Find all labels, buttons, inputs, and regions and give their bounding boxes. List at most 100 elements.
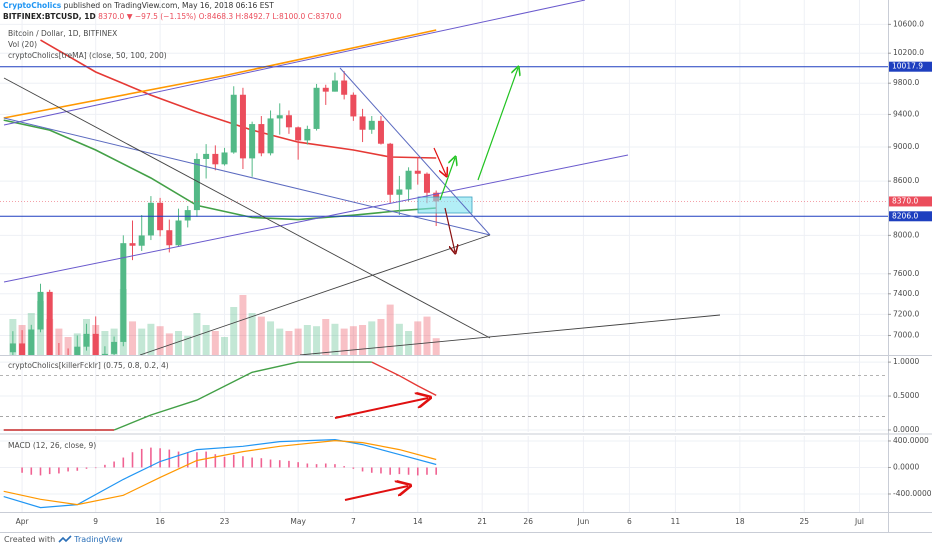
- volume-bar: [147, 323, 155, 355]
- histogram-bar: [407, 467, 410, 475]
- x-tick-label: Jun: [577, 517, 590, 526]
- volume-bar: [405, 331, 413, 355]
- candle-body: [414, 170, 421, 174]
- x-tick-label: 7: [351, 517, 356, 526]
- histogram-bar: [251, 457, 253, 468]
- candle-body: [46, 291, 53, 355]
- data-layer: [0, 29, 888, 509]
- arrow: [477, 68, 518, 181]
- y-tick-label: 7200.0: [893, 309, 919, 318]
- histogram-bar: [343, 466, 345, 468]
- volume-bar: [331, 323, 339, 355]
- candle-body: [405, 170, 412, 190]
- pane: [3, 438, 437, 509]
- candle-body: [28, 329, 35, 355]
- volume-bar: [294, 328, 302, 355]
- volume-bar: [156, 326, 164, 355]
- histogram-bar: [297, 462, 299, 468]
- trend-line: [3, 77, 491, 339]
- volume-bar: [432, 338, 440, 355]
- candle-body: [295, 127, 302, 141]
- candle-body: [341, 80, 348, 95]
- arrow: [444, 207, 455, 252]
- x-tick-label: 6: [627, 517, 632, 526]
- trend-line: [3, 117, 491, 236]
- histogram-bar: [426, 467, 428, 475]
- volume-bar: [368, 321, 376, 355]
- ohlc: O:8468.3 H:8492.7 L:8100.0 C:8370.0: [198, 12, 342, 21]
- volume-bar: [101, 331, 109, 355]
- series-line: [113, 361, 372, 431]
- axis-layer: Apr 9 16 23 May 7 14 21 26 Jun 6 11 18 25 Jul 10600.0 10…: [8, 19, 932, 526]
- candle-body: [239, 94, 246, 159]
- price-label: 10017.9: [892, 62, 923, 71]
- candle-body: [19, 343, 26, 355]
- footer: Created with TradingView: [4, 535, 123, 544]
- volume-bar: [55, 328, 63, 355]
- histogram-bar: [104, 464, 106, 468]
- volume-bar: [395, 323, 403, 355]
- candle-body: [359, 116, 366, 130]
- x-tick-label: 25: [799, 517, 809, 526]
- candle-body: [350, 94, 357, 117]
- volume-bar: [230, 307, 238, 355]
- histogram-bar: [223, 456, 226, 468]
- candle-body: [331, 80, 338, 92]
- candle-body: [203, 153, 210, 159]
- trend-line: [299, 314, 721, 355]
- candle-body: [267, 118, 274, 154]
- x-tick-label: Jul: [854, 517, 864, 526]
- candle-body: [396, 189, 403, 195]
- volume-bar: [165, 333, 173, 355]
- histogram-bar: [205, 451, 207, 468]
- volume-bar: [414, 321, 422, 355]
- pane: [3, 361, 437, 431]
- candle-body: [37, 291, 44, 330]
- y-tick-label: 8000.0: [893, 230, 919, 239]
- brand[interactable]: TradingView: [74, 535, 123, 544]
- target-box: [417, 196, 473, 214]
- series-line: [3, 438, 437, 509]
- publisher[interactable]: CryptoCholics: [3, 1, 62, 10]
- price-label-box: [889, 211, 932, 222]
- arrow: [439, 158, 455, 201]
- histogram-bar: [159, 448, 161, 468]
- published: published on TradingView.com, May 16, 20…: [63, 1, 274, 10]
- series-line: [3, 439, 437, 506]
- candle-body: [377, 120, 384, 144]
- histogram-bar: [39, 467, 42, 476]
- x-tick-label: 9: [93, 517, 98, 526]
- candle-body: [423, 173, 430, 193]
- trend-line: [139, 234, 491, 355]
- histogram-bar: [232, 454, 235, 468]
- volume-bar: [303, 325, 311, 355]
- histogram-bar: [389, 467, 391, 475]
- candle-body: [258, 124, 265, 154]
- histogram-bar: [94, 467, 97, 469]
- candle-body: [221, 152, 228, 165]
- candle-body: [101, 353, 108, 355]
- change: −97.5 (−1.15%): [134, 12, 197, 21]
- x-tick-label: 18: [735, 517, 745, 526]
- candle-body: [276, 115, 283, 119]
- grid-layer: [0, 0, 888, 512]
- histogram-bar: [122, 457, 125, 468]
- histogram-bar: [76, 467, 79, 471]
- y-tick-label: 0.0000: [893, 425, 919, 434]
- volume-bar: [340, 328, 348, 355]
- volume-bar: [423, 316, 431, 355]
- logo: [58, 535, 72, 543]
- histogram-bar: [352, 467, 355, 469]
- publish-line: CryptoCholics published on TradingView.c…: [3, 1, 274, 10]
- candle-body: [9, 343, 16, 353]
- y-tick-label: 7000.0: [893, 330, 919, 339]
- candle-body: [74, 346, 81, 355]
- series-line: [3, 29, 437, 119]
- x-tick-label: May: [290, 517, 306, 526]
- histogram-bar: [306, 463, 309, 468]
- y-tick-label: 9800.0: [893, 78, 919, 87]
- last-price: 8370.0: [98, 12, 125, 21]
- candle-body: [193, 158, 200, 211]
- y-tick-label: 10200.0: [893, 48, 924, 57]
